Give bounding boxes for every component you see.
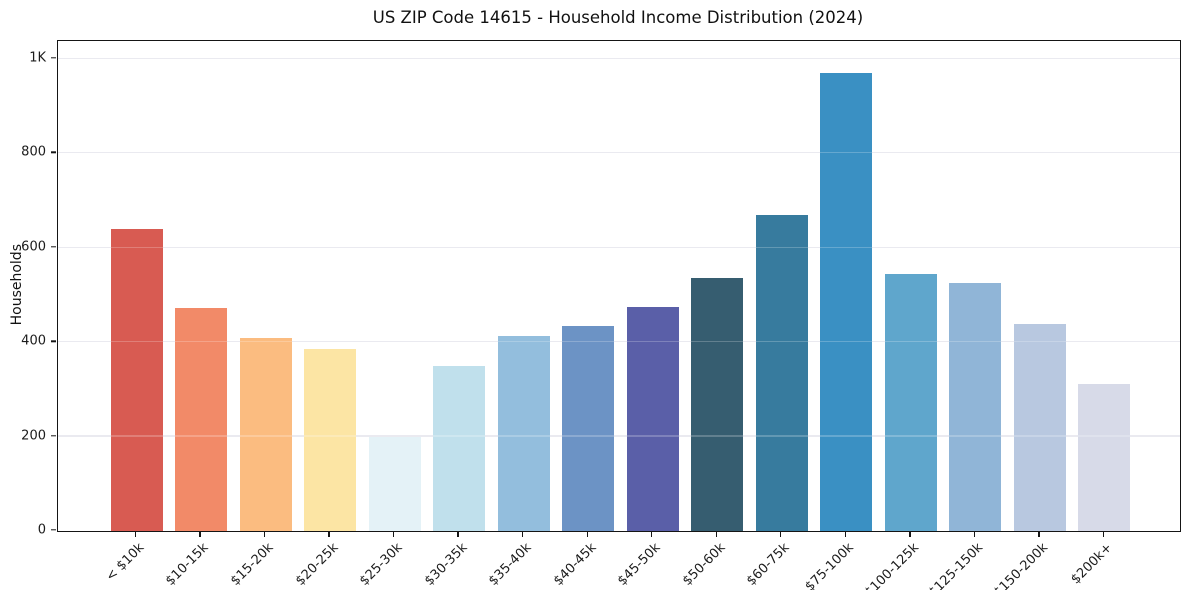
y-tick-mark-400 — [51, 340, 56, 342]
x-tick-mark-45-50k — [651, 531, 653, 537]
y-tick-mark-200 — [51, 434, 56, 437]
bar-40-45k — [562, 326, 615, 531]
bar-50-60k — [691, 277, 744, 531]
x-tick-label-50-60k: $50-60k — [679, 539, 729, 589]
x-tick-mark-50-60k — [715, 531, 717, 537]
bar-100-125k — [884, 274, 937, 531]
gridline-600 — [58, 246, 1180, 248]
y-tick-mark-800 — [51, 151, 56, 154]
y-tick-mark-0 — [51, 529, 56, 531]
x-tick-mark-125-150k — [973, 531, 976, 537]
y-tick-mark-1k — [51, 57, 56, 59]
x-tick-label-25-30k: $25-30k — [357, 539, 406, 589]
y-tick-label-200: 200 — [21, 428, 46, 444]
x-tick-mark-25-30k — [392, 531, 395, 537]
x-tick-mark-60-75k — [780, 531, 782, 537]
y-axis: 0 200 400 600 800 1K — [0, 40, 57, 537]
gridline-overlay-400 — [58, 341, 1180, 343]
bar-60-75k — [755, 214, 808, 531]
bar-125-150k — [949, 283, 1002, 531]
x-axis: < $10k $10-15k $15-20k $20-25k $25-30k $30-35… — [57, 531, 1179, 590]
x-tick-label-60-75k: $60-75k — [744, 539, 793, 589]
gridline-overlay-800 — [58, 152, 1180, 154]
y-tick-label-600: 600 — [21, 239, 46, 255]
x-tick-label-200k: $200k+ — [1068, 539, 1116, 587]
gridline-200 — [58, 435, 1180, 437]
bar-10-15k — [175, 308, 228, 531]
x-tick-label-10k: < $10k — [103, 539, 148, 584]
plot-area — [57, 40, 1181, 532]
x-tick-label-100-125k: $100-125k — [861, 539, 922, 590]
y-tick-label-800: 800 — [21, 144, 46, 160]
x-tick-label-15-20k: $15-20k — [227, 539, 277, 589]
x-tick-mark-10k — [134, 531, 137, 537]
bar-200k — [1078, 383, 1131, 531]
x-tick-label-150-200k: $150-200k — [990, 539, 1051, 590]
x-tick-mark-40-45k — [586, 531, 588, 537]
y-tick-mark-600 — [51, 246, 56, 248]
gridline-400 — [58, 341, 1180, 343]
x-tick-mark-10-15k — [199, 531, 201, 537]
x-tick-mark-200k — [1102, 531, 1105, 537]
x-tick-mark-20-25k — [328, 531, 330, 537]
bar-10k — [110, 228, 163, 531]
x-tick-label-40-45k: $40-45k — [550, 539, 600, 589]
gridline-800 — [58, 152, 1180, 154]
x-tick-mark-15-20k — [263, 531, 266, 537]
bar-20-25k — [304, 349, 357, 531]
bar-35-40k — [497, 336, 550, 531]
bar-45-50k — [626, 306, 679, 531]
x-tick-label-30-35k: $30-35k — [421, 539, 471, 589]
x-tick-mark-75-100k — [844, 531, 847, 537]
y-tick-label-1k: 1K — [29, 50, 46, 66]
x-tick-label-125-150k: $125-150k — [926, 539, 987, 590]
bar-25-30k — [368, 436, 421, 531]
x-tick-mark-150-200k — [1038, 531, 1040, 537]
bar-75-100k — [820, 73, 873, 531]
y-tick-label-400: 400 — [21, 333, 46, 349]
x-tick-mark-35-40k — [521, 531, 524, 537]
x-tick-label-35-40k: $35-40k — [486, 539, 535, 589]
x-tick-mark-100-125k — [909, 531, 911, 537]
x-tick-label-10-15k: $10-15k — [163, 539, 212, 589]
gridline-overlay-1k — [58, 57, 1180, 59]
x-tick-label-45-50k: $45-50k — [615, 539, 664, 589]
gridline-1k — [58, 57, 1180, 59]
x-tick-label-20-25k: $20-25k — [292, 539, 341, 589]
bar-30-35k — [433, 365, 486, 531]
x-tick-label-75-100k: $75-100k — [802, 539, 858, 590]
gridline-overlay-600 — [58, 246, 1180, 248]
bar-150-200k — [1013, 324, 1066, 531]
gridline-overlay-200 — [58, 435, 1180, 437]
chart-title: US ZIP Code 14615 - Household Income Dis… — [372, 8, 864, 27]
x-tick-mark-30-35k — [457, 531, 459, 537]
y-tick-label-0: 0 — [37, 522, 46, 538]
bar-15-20k — [239, 337, 292, 531]
